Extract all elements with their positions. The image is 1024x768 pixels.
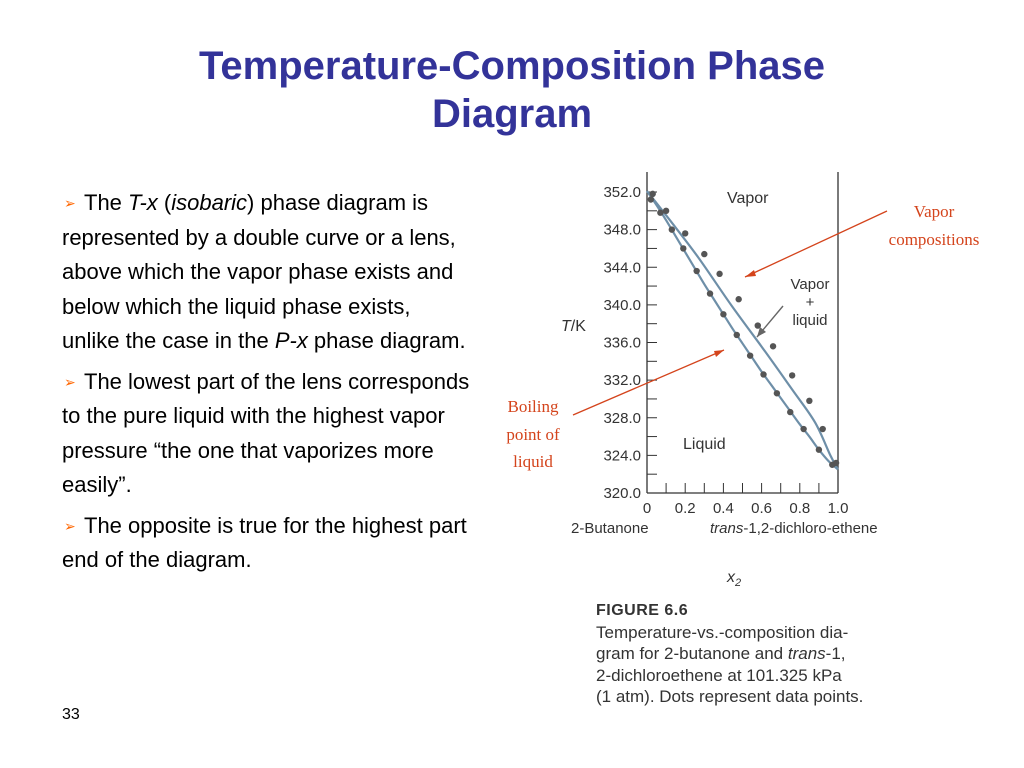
chart-curves [646, 190, 839, 471]
data-point [788, 372, 796, 379]
data-point [760, 371, 767, 378]
data-point [800, 425, 807, 433]
vapor-compositions-label: Vapor [914, 202, 955, 221]
data-point [682, 230, 689, 237]
bullet-item: ➢ The opposite is true for the highest pa… [62, 509, 472, 578]
data-point [647, 196, 655, 203]
data-point [769, 343, 777, 350]
region-label-vapor: Vapor [727, 190, 769, 207]
region-label-two-phase: liquid [792, 312, 827, 329]
data-point [819, 425, 826, 433]
x-tick-label: 1.0 [828, 500, 849, 517]
vapor-compositions-label: compositions [889, 230, 980, 249]
slide-title: Temperature-Composition Phase Diagram [100, 42, 924, 138]
data-point [706, 290, 714, 297]
caption-heading: FIGURE 6.6 [596, 602, 689, 619]
y-tick-label: 352.0 [603, 184, 641, 201]
data-point [733, 331, 740, 339]
region-label-two-phase: + [806, 294, 815, 311]
data-point [649, 190, 656, 198]
arrow-bullet-icon: ➢ [64, 195, 76, 211]
region-label-two-phase: Vapor [791, 276, 830, 293]
y-axis-label: T/K [561, 318, 586, 335]
data-point [716, 270, 723, 278]
boiling-point-label: liquid [513, 452, 553, 471]
boiling-annotation-arrowhead [714, 350, 724, 357]
bullet-list: ➢ The T-x (isobaric) phase diagram is rep… [62, 186, 472, 584]
bullet-text: ( [157, 190, 172, 215]
bullet-text: The opposite is true for the highest par… [62, 512, 467, 573]
data-point [754, 322, 761, 329]
bubble-point-curve [646, 190, 839, 471]
x-right-label: trans-1,2-dichloro-ethene [710, 520, 878, 537]
chart-points [647, 190, 840, 468]
caption-line: Temperature-vs.-composition dia- [596, 622, 849, 642]
data-point [787, 408, 794, 416]
data-point [746, 352, 754, 359]
data-point [815, 446, 823, 453]
caption-line: gram for 2-butanone and trans-1, [596, 644, 846, 663]
y-tick-label: 344.0 [603, 259, 641, 276]
arrow-bullet-icon: ➢ [64, 373, 76, 390]
bullet-text: The [84, 190, 129, 215]
x-tick-label: 0.4 [713, 500, 734, 517]
data-point [806, 397, 813, 405]
bullet-item: ➢ The T-x (isobaric) phase diagram is rep… [62, 186, 472, 359]
boiling-annotation-line [572, 349, 725, 416]
dew-point-curve [646, 190, 839, 471]
x-tick-label: 0.8 [789, 500, 810, 517]
title-line-2: Diagram [431, 92, 593, 136]
page-number: 33 [62, 706, 80, 723]
bullet-italic-text: T-x [128, 190, 158, 215]
vapor-annotation-line [744, 210, 888, 278]
x-axis-label: x2 [726, 569, 741, 589]
chart-axes: 352.0 348.0 344.0 340.0 336.0 332.0 328.0 324.0… [603, 172, 848, 517]
y-tick-label: 328.0 [603, 410, 641, 427]
data-point [701, 250, 708, 258]
data-point [693, 267, 700, 275]
arrow-bullet-icon: ➢ [64, 517, 76, 534]
y-tick-label: 348.0 [603, 222, 641, 239]
x-tick-label: 0.6 [751, 500, 772, 517]
caption-line: (1 atm). Dots represent data points. [596, 687, 864, 706]
bullet-text: The lowest part of the lens corresponds … [62, 368, 470, 498]
bullet-text: ) phase diagram is represented by a doub… [62, 190, 456, 353]
x-left-label: 2-Butanone [571, 520, 649, 537]
y-tick-label: 320.0 [603, 485, 641, 502]
caption-line: 2-dichloroethene at 101.325 kPa [596, 665, 842, 685]
two-phase-pointer-arrowhead [757, 327, 766, 337]
data-point [657, 209, 664, 216]
data-point [720, 311, 727, 318]
region-label-liquid: Liquid [683, 436, 726, 453]
x-tick-label: 0.2 [675, 500, 696, 517]
y-tick-label: 340.0 [603, 297, 641, 314]
data-point [662, 207, 670, 215]
bullet-item: ➢ The lowest part of the lens corresponds… [62, 365, 472, 503]
bullet-text: phase diagram. [307, 328, 466, 353]
data-point [735, 296, 742, 303]
data-point [832, 459, 840, 467]
boiling-point-label: Boiling [507, 397, 559, 416]
vapor-annotation-arrowhead [745, 270, 756, 277]
bullet-italic-text: isobaric [171, 190, 248, 215]
bullet-italic-text: P-x [274, 328, 308, 353]
y-tick-label: 336.0 [603, 335, 641, 352]
data-point [668, 226, 676, 233]
y-tick-label: 332.0 [603, 372, 641, 389]
data-point [680, 245, 687, 252]
boiling-point-label: point of [506, 425, 560, 444]
x-tick-label: 0 [643, 500, 651, 517]
data-point [773, 390, 781, 397]
figure-caption: FIGURE 6.6 Temperature-vs.-composition d… [596, 600, 926, 708]
title-line-1: Temperature-Composition Phase [198, 44, 826, 88]
y-tick-label: 324.0 [603, 447, 641, 464]
